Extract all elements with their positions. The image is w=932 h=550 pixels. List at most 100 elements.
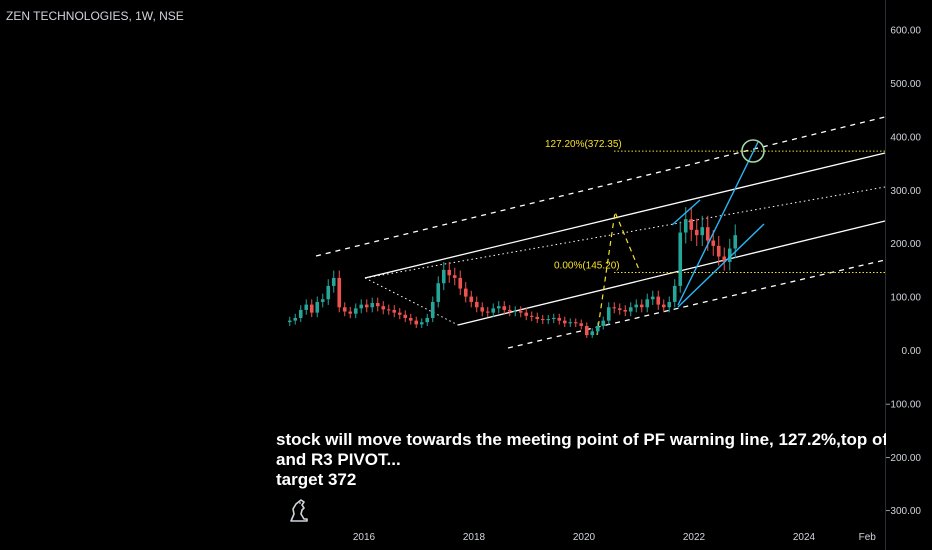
candle-body	[436, 283, 441, 302]
pf-handle	[364, 277, 459, 326]
candle-body	[287, 320, 292, 323]
candle-body	[403, 314, 408, 318]
candle-body	[546, 319, 551, 321]
candle-body	[293, 317, 298, 321]
candle-body	[430, 301, 435, 318]
candle-body	[419, 322, 424, 325]
candle-body	[628, 307, 633, 312]
candle-body	[562, 320, 567, 324]
fibonacci-levels: 127.20%(372.35) 0.00%(145.20)	[545, 139, 885, 336]
fib-swing-path	[596, 209, 641, 336]
candle-body	[507, 309, 512, 312]
candle-body	[584, 325, 589, 336]
candle-body	[353, 308, 358, 314]
candle-body	[722, 256, 727, 262]
pf-warning-line-upper	[315, 116, 886, 257]
candle-body	[298, 309, 303, 318]
candle-body	[458, 277, 463, 289]
candles	[287, 207, 738, 338]
y-tick-label: 600.00	[890, 26, 921, 37]
candle-body	[535, 316, 540, 320]
x-tick-label: Feb	[859, 532, 877, 543]
y-tick-label: −300.00	[885, 506, 922, 517]
price-axis-divider	[885, 0, 886, 550]
candle-body	[441, 269, 446, 284]
candle-body	[711, 240, 716, 246]
candle-body	[524, 312, 529, 316]
y-tick-label: 0.00	[902, 346, 922, 357]
y-tick-label: 400.00	[890, 132, 921, 143]
candle-body	[397, 312, 402, 315]
candle-body	[309, 304, 314, 313]
candle-body	[408, 317, 413, 321]
candle-body	[529, 315, 534, 317]
y-tick-label: 300.00	[890, 186, 921, 197]
candle-body	[573, 322, 578, 324]
candle-body	[491, 308, 496, 313]
candle-body	[425, 317, 430, 323]
candle-body	[364, 304, 369, 308]
pf-median-line	[364, 186, 886, 279]
candle-body	[326, 285, 331, 300]
candle-body	[634, 304, 639, 308]
pf-upper-tine	[364, 152, 886, 279]
candle-body	[337, 277, 342, 308]
candle-body	[612, 307, 617, 309]
y-axis: 600.00 500.00 400.00 300.00 200.00 100.00 0.00…	[885, 26, 922, 518]
candle-body	[667, 301, 672, 308]
fib-label-127: 127.20%(372.35)	[545, 139, 622, 150]
candle-body	[463, 288, 468, 297]
candle-body	[304, 304, 309, 310]
tradingview-dino-icon[interactable]	[288, 497, 310, 523]
candle-body	[716, 245, 721, 257]
blue-channel-lower	[677, 223, 765, 308]
candle-body	[689, 219, 694, 230]
candle-body	[694, 229, 699, 236]
candle-body	[370, 303, 375, 308]
candle-body	[650, 296, 655, 300]
caption-line-3: target 372	[276, 470, 357, 489]
candle-body	[480, 307, 485, 312]
caption-line-1: stock will move towards the meeting poin…	[276, 430, 886, 449]
candle-body	[727, 248, 732, 262]
candle-body	[639, 304, 644, 308]
x-tick-label: 2024	[793, 532, 816, 543]
candle-body	[579, 323, 584, 326]
candle-body	[540, 319, 545, 321]
pitchfork-channels	[315, 116, 886, 349]
x-axis: 2016 2018 2020 2022 2024 Feb	[353, 532, 876, 543]
candle-body	[700, 227, 705, 236]
candle-body	[320, 299, 325, 302]
blue-channel-upper	[677, 141, 759, 306]
pf-lower-tine	[457, 220, 886, 326]
candle-body	[452, 275, 457, 278]
candle-body	[683, 219, 688, 233]
candle-body	[733, 235, 738, 249]
candle-body	[590, 331, 595, 336]
candle-body	[331, 277, 336, 286]
candle-body	[392, 309, 397, 313]
candle-body	[623, 309, 628, 312]
y-tick-label: −200.00	[885, 453, 922, 464]
candle-body	[485, 311, 490, 313]
candle-body	[502, 306, 507, 310]
candle-body	[474, 301, 479, 308]
caption-line-2: and R3 PIVOT...	[276, 450, 401, 469]
blue-channel	[671, 141, 765, 308]
candle-body	[656, 296, 661, 305]
candle-body	[342, 307, 347, 312]
y-tick-label: 100.00	[890, 293, 921, 304]
y-tick-label: −100.00	[885, 399, 922, 410]
candle-body	[469, 296, 474, 302]
idea-caption: stock will move towards the meeting poin…	[276, 430, 886, 490]
symbol-title: ZEN TECHNOLOGIES, 1W, NSE	[6, 9, 184, 23]
x-tick-label: 2020	[573, 532, 596, 543]
x-tick-label: 2018	[463, 532, 486, 543]
candle-body	[375, 303, 380, 307]
candle-body	[606, 307, 611, 321]
candle-body	[645, 299, 650, 308]
candle-body	[617, 308, 622, 310]
candle-body	[661, 304, 666, 308]
